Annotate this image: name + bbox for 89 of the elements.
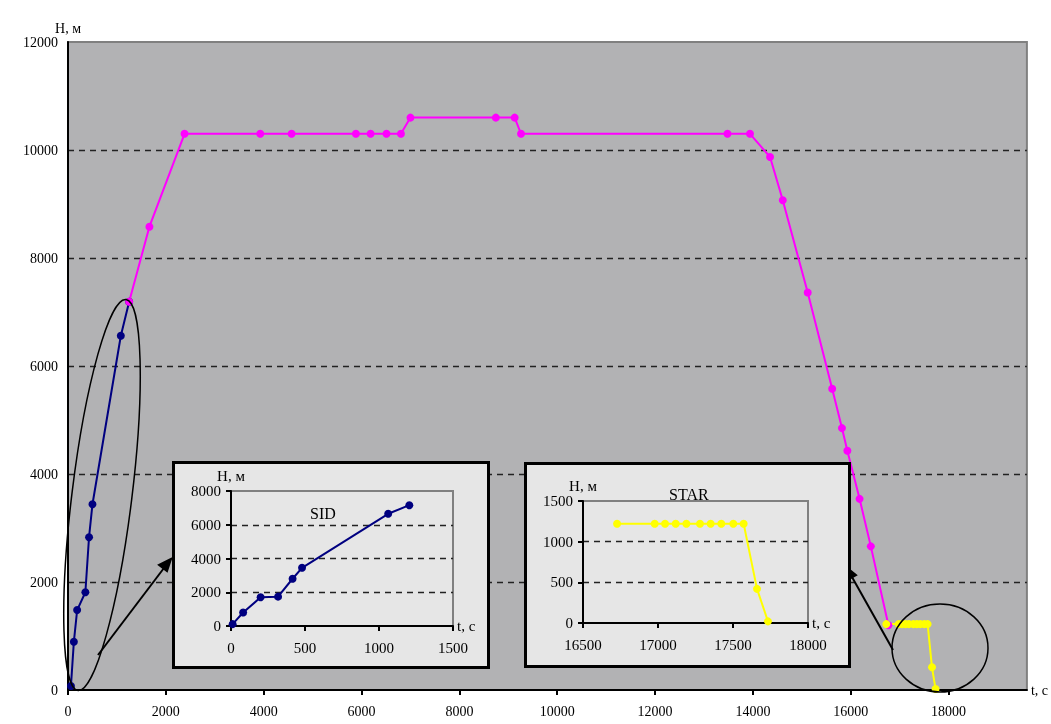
- point: [256, 129, 265, 138]
- point: [729, 519, 738, 528]
- y-tick-label: 10000: [23, 142, 58, 158]
- x-tick-label: 14000: [735, 703, 771, 719]
- y-tick-label: 6000: [191, 516, 221, 533]
- y-tick-label: 4000: [191, 550, 221, 567]
- point: [723, 129, 732, 138]
- x-tick-label: 18000: [789, 636, 827, 653]
- point: [145, 222, 154, 231]
- point: [766, 153, 775, 162]
- point: [843, 446, 852, 455]
- point: [828, 384, 837, 393]
- x-tick-label: 17500: [714, 636, 752, 653]
- point: [81, 588, 90, 597]
- text: SID: [310, 504, 336, 522]
- point: [927, 663, 936, 672]
- point: [88, 500, 97, 509]
- x-axis-title: t, с: [1030, 682, 1049, 698]
- x-axis-title: t, с: [457, 618, 476, 634]
- point: [85, 533, 94, 542]
- point: [696, 519, 704, 528]
- point: [753, 584, 761, 593]
- y-tick-label: 8000: [30, 250, 58, 266]
- y-axis-title: H, м: [569, 478, 598, 495]
- point: [661, 519, 670, 528]
- point: [717, 519, 726, 528]
- y-tick-label: 8000: [191, 483, 221, 499]
- x-tick-label: 0: [64, 703, 72, 719]
- y-tick-label: 0: [565, 615, 573, 631]
- x-tick-label: 4000: [249, 703, 278, 719]
- y-tick-label: 6000: [30, 358, 58, 374]
- point: [837, 424, 846, 433]
- x-tick-label: 2000: [151, 703, 180, 719]
- point: [671, 519, 680, 528]
- x-tick-label: 16000: [833, 703, 869, 719]
- point: [650, 519, 659, 528]
- x-tick-label: 0: [227, 639, 235, 656]
- point: [274, 592, 283, 601]
- point: [256, 593, 265, 602]
- y-tick-label: 4000: [30, 466, 58, 482]
- y-tick-label: 0: [213, 618, 221, 634]
- x-tick-label: 17000: [639, 636, 677, 653]
- point: [288, 574, 297, 583]
- point: [396, 129, 405, 138]
- point: [613, 519, 622, 528]
- point: [406, 113, 415, 122]
- point: [739, 519, 748, 528]
- y-tick-label: 500: [550, 574, 573, 591]
- point: [239, 608, 248, 617]
- chart-title: STAR: [669, 485, 709, 503]
- point: [287, 129, 296, 138]
- point: [866, 542, 875, 551]
- x-tick-label: 1500: [438, 639, 468, 656]
- point: [682, 519, 691, 528]
- point: [69, 637, 78, 646]
- point: [855, 494, 864, 503]
- point: [491, 113, 500, 122]
- y-axis-title: H, м: [55, 20, 82, 36]
- y-tick-label: 2000: [191, 584, 221, 601]
- x-tick-label: 12000: [637, 703, 673, 719]
- point: [803, 288, 812, 297]
- point: [180, 129, 189, 138]
- point: [351, 129, 360, 138]
- point: [706, 519, 715, 528]
- point: [510, 113, 519, 122]
- point: [763, 617, 772, 626]
- point: [73, 606, 82, 615]
- point: [382, 129, 391, 138]
- x-tick-label: 16500: [564, 636, 602, 653]
- y-tick-label: 0: [51, 682, 58, 698]
- point: [298, 563, 307, 572]
- x-axis-title: t, с: [812, 615, 831, 631]
- point: [517, 129, 526, 138]
- point: [746, 129, 754, 138]
- y-axis-title: H, м: [217, 468, 246, 485]
- point: [366, 129, 375, 138]
- y-tick-label: 1500: [543, 493, 573, 509]
- y-tick-label: 2000: [30, 574, 58, 590]
- y-tick-label: 12000: [23, 34, 58, 50]
- x-tick-label: 500: [293, 639, 317, 656]
- x-tick-label: 1000: [364, 639, 394, 656]
- point: [778, 196, 787, 205]
- point: [116, 331, 125, 340]
- x-tick-label: 8000: [445, 703, 474, 719]
- x-tick-label: 18000: [931, 703, 967, 719]
- point: [405, 501, 414, 510]
- point: [384, 509, 393, 518]
- y-tick-label: 1000: [543, 533, 573, 550]
- x-tick-label: 6000: [347, 703, 376, 719]
